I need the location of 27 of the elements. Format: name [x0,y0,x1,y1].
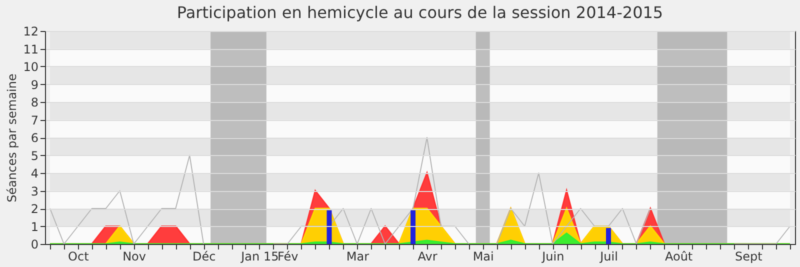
x-tick-label: Mar [346,250,370,264]
y-tick-label: 3 [30,184,38,198]
x-tick-label: Déc [192,250,216,264]
y-tick-label: 9 [30,78,38,92]
y-tick-label: 6 [30,131,38,145]
y-tick-label: 1 [30,220,38,234]
x-tick-label: Avr [418,250,438,264]
y-tick-label: 11 [23,42,38,56]
x-tick-label: Jan 15 [240,250,279,264]
x-tick-label: Oct [68,250,90,264]
y-tick-label: 5 [30,148,38,163]
x-tick-label: Juin [541,250,564,264]
y-axis-title: Séances par semaine [5,74,20,202]
y-tick-label: 10 [23,60,38,74]
x-tick-label: Juil [599,250,618,264]
x-tick-label: Août [664,250,693,264]
x-tick-label: Mai [472,250,494,264]
y-tick-label: 7 [30,113,38,128]
y-tick-label: 4 [30,166,38,180]
y-tick-label: 0 [30,238,38,252]
x-tick-label: Fév [277,250,298,264]
x-tick-label: Nov [122,250,146,264]
chart-title: Participation en hemicycle au cours de la session 2014-2015 [176,3,664,22]
x-tick-label: Sept [734,250,763,264]
y-tick-label: 8 [30,96,38,110]
y-tick-label: 12 [23,24,38,38]
y-tick-label: 2 [30,202,38,216]
